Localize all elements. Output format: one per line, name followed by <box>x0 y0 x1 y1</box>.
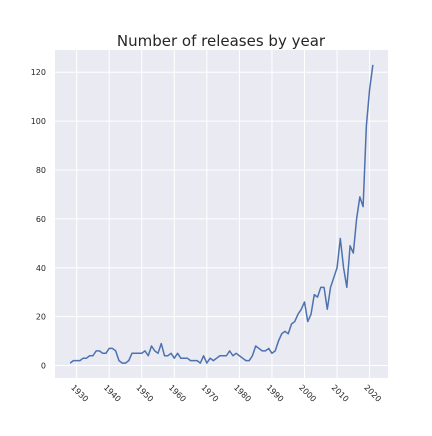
plot-area <box>55 50 388 378</box>
y-tick-label: 40 <box>36 264 46 273</box>
chart-title: Number of releases by year <box>117 32 326 50</box>
y-tick-label: 120 <box>31 68 46 77</box>
y-tick-label: 100 <box>31 117 46 126</box>
y-tick-label: 20 <box>36 313 46 322</box>
data-line <box>69 64 374 364</box>
y-tick-label: 60 <box>36 215 46 224</box>
y-tick-label: 0 <box>41 362 46 371</box>
y-tick-label: 80 <box>36 166 46 175</box>
